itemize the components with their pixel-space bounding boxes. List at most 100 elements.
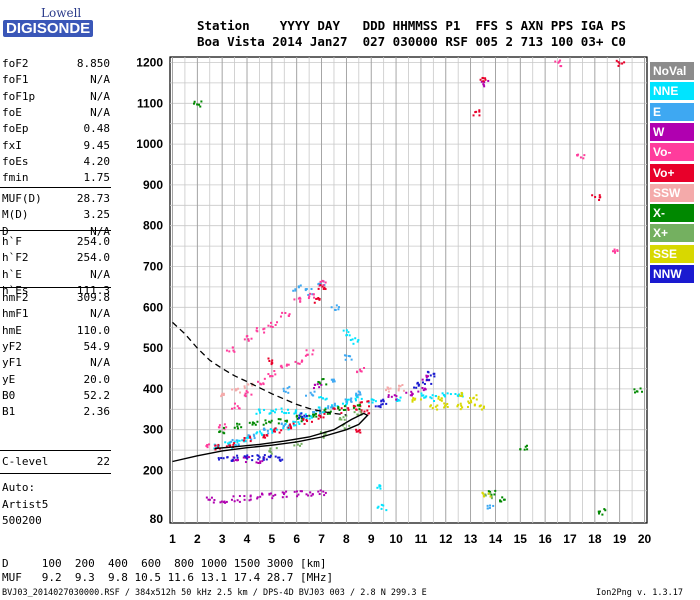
x-tick-label: 8 [343,532,350,546]
echo-point [256,431,259,434]
param-key: foE [2,105,22,119]
echo-point [262,456,265,459]
echo-point [525,444,528,447]
echo-point [591,194,594,197]
echo-point [313,413,316,416]
echo-point [330,404,333,407]
echo-point [317,380,320,383]
echo-point [224,501,227,504]
echo-point [233,456,236,459]
echo-point [426,375,429,378]
echo-point [324,491,327,494]
echo-point [256,454,259,457]
echo-point [324,288,327,291]
echo-point [271,362,274,365]
echo-point [526,448,529,451]
echo-point [316,297,319,300]
echo-point [311,293,314,296]
echo-point [343,354,346,357]
echo-point [374,400,377,403]
echo-point [248,434,251,437]
echo-point [482,83,485,86]
echo-point [457,403,460,406]
echo-point [460,404,463,407]
echo-point [558,60,561,63]
echo-point [224,441,227,444]
echo-point [386,386,389,389]
legend-item-x: X+ [650,224,694,243]
echo-point [272,410,275,413]
echo-point [487,492,490,495]
x-tick-label: 10 [389,532,403,546]
echo-point [344,403,347,406]
echo-point [243,455,246,458]
echo-point [484,78,487,81]
echo-point [484,77,487,80]
param-key: fmin [2,171,29,185]
echo-point [243,498,246,501]
echo-point [519,448,522,451]
echo-point [219,430,222,433]
echo-point [237,443,240,446]
echo-point [212,501,215,504]
echo-point [490,497,493,500]
echo-point [313,296,316,299]
legend-item-vo: Vo+ [650,163,694,182]
echo-point [230,459,233,462]
echo-point [436,404,439,407]
echo-point [422,394,425,397]
echo-point [611,250,614,253]
echo-point [489,495,492,498]
echo-point [292,420,295,423]
param-key: h`F2 [2,251,29,265]
echo-point [199,105,202,108]
echo-point [208,443,211,446]
echo-point [196,103,199,106]
echo-point [228,350,231,353]
echo-point [356,404,359,407]
echo-point [338,306,341,309]
echo-point [633,388,636,391]
logo-lowell-text: Lowell [41,6,82,20]
echo-point [347,398,350,401]
echo-point [318,381,321,384]
echo-point [357,339,360,342]
legend-item-nne: NNE [650,82,694,101]
echo-point [483,495,486,498]
echo-point [490,493,493,496]
echo-point [285,420,288,423]
echo-point [458,394,461,397]
echo-point [232,349,235,352]
echo-point [345,402,348,405]
echo-point [271,497,274,500]
echo-point [206,444,209,447]
echo-point [225,426,228,429]
y-tick-label: 1000 [136,137,163,151]
echo-point [354,397,357,400]
echo-point [244,456,247,459]
echo-point [231,346,234,349]
echo-point [492,504,495,507]
echo-point [411,399,414,402]
echo-point [218,458,221,461]
echo-point [479,78,482,81]
echo-point [340,407,343,410]
echo-point [377,505,380,508]
echo-point [216,445,219,448]
param-row-foep: foEp 0.48 [2,122,110,137]
echo-point [269,454,272,457]
echo-point [282,390,285,393]
echo-point [286,363,289,366]
echo-point [352,406,355,409]
echo-point [310,420,313,423]
echo-point [259,495,262,498]
echo-point [310,494,313,497]
echo-point [305,418,308,421]
echo-point [378,484,381,487]
echo-point [493,493,496,496]
echo-point [298,422,301,425]
echo-point [238,500,241,503]
param-row-md: M(D) 3.25 [2,208,110,223]
param-value: N/A [90,267,110,281]
echo-point [349,339,352,342]
